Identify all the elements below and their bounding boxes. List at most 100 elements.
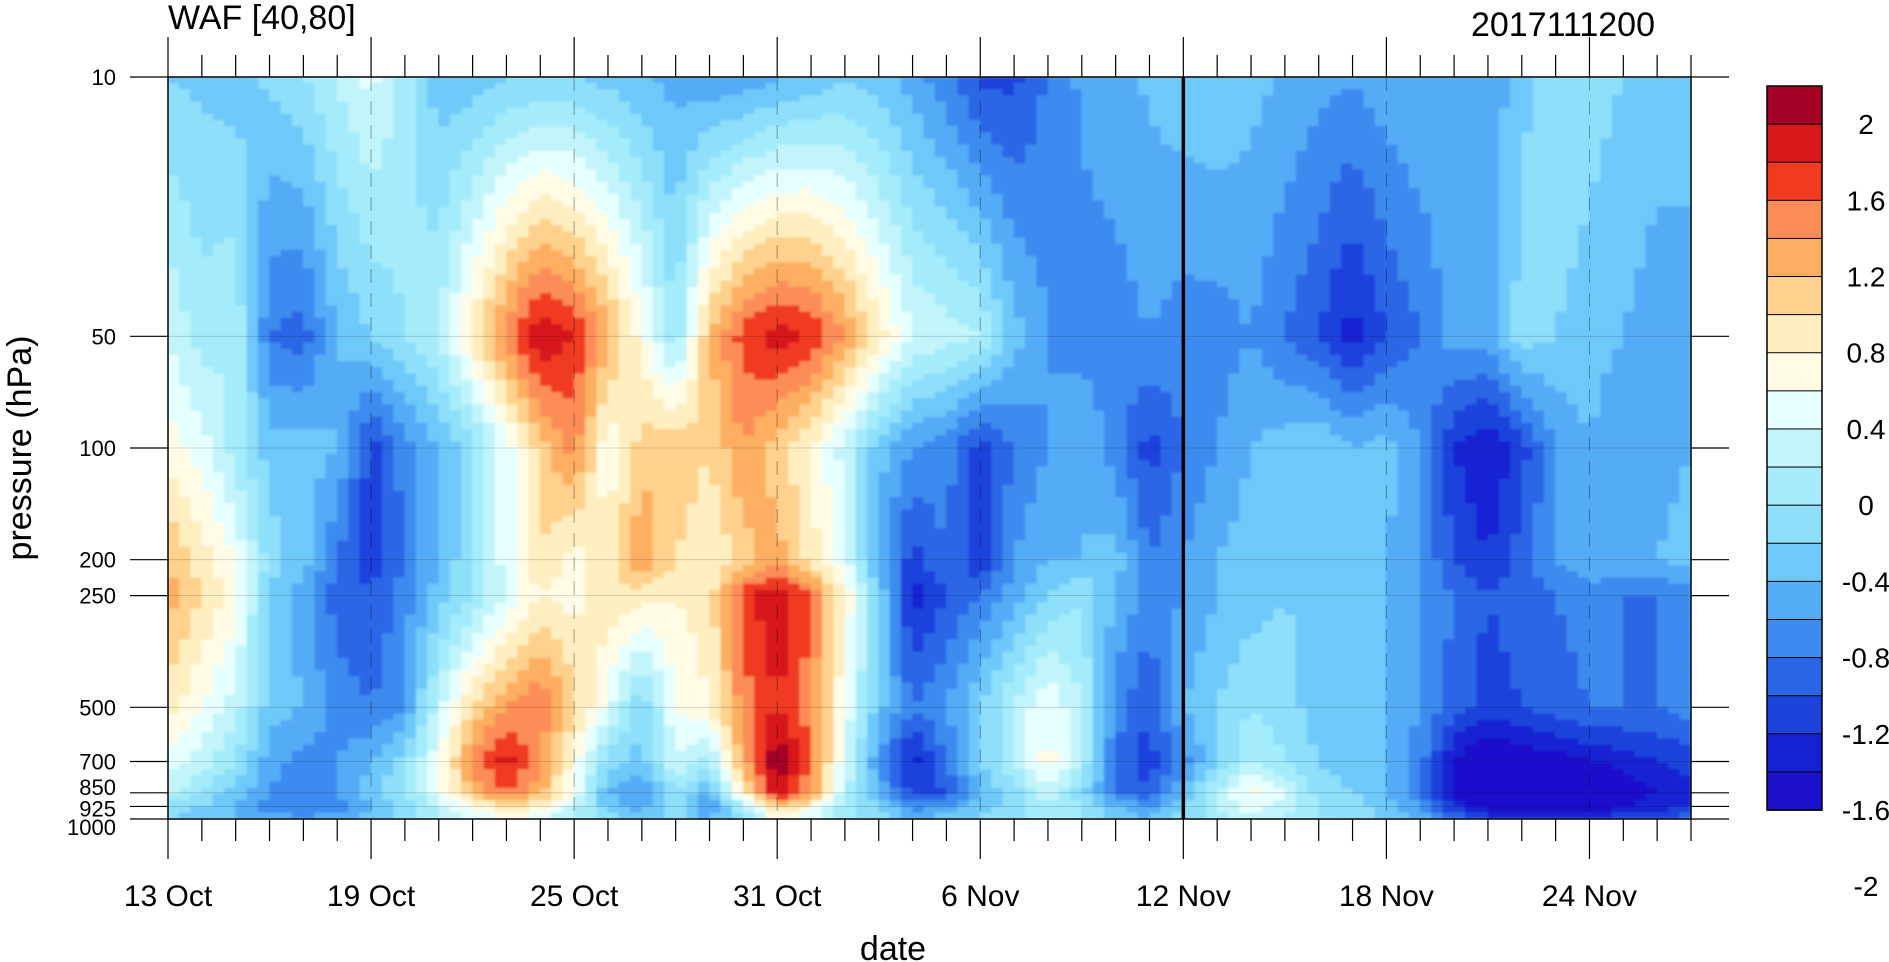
heatmap-cell — [799, 243, 812, 251]
heatmap-cell — [855, 89, 868, 96]
heatmap-cell — [1171, 126, 1184, 133]
heatmap-cell — [833, 274, 846, 282]
heatmap-cell — [1295, 138, 1308, 146]
heatmap-cell — [178, 225, 191, 232]
heatmap-cell — [280, 113, 293, 121]
heatmap-cell — [664, 212, 676, 220]
heatmap-cell — [1679, 82, 1691, 90]
heatmap-cell — [1318, 101, 1331, 109]
heatmap-cell — [483, 181, 496, 189]
heatmap-cell — [1273, 132, 1286, 140]
heatmap-cell — [1329, 169, 1342, 177]
heatmap-cell — [1577, 256, 1590, 263]
heatmap-cell — [506, 206, 519, 214]
heatmap-cell — [1115, 181, 1128, 189]
heatmap-cell — [1611, 225, 1624, 232]
heatmap-cell — [573, 262, 586, 269]
heatmap-cell — [776, 101, 789, 109]
heatmap-cell — [517, 286, 530, 294]
heatmap-cell — [1058, 82, 1071, 90]
heatmap-cell — [506, 181, 519, 189]
heatmap-cell — [720, 188, 733, 195]
heatmap-cell — [1250, 150, 1263, 158]
heatmap-cell — [709, 206, 722, 214]
heatmap-cell — [517, 231, 530, 239]
heatmap-cell — [235, 138, 248, 146]
heatmap-cell — [686, 113, 699, 121]
heatmap-cell — [1228, 150, 1241, 158]
heatmap-cell — [1092, 286, 1105, 294]
heatmap-cell — [1386, 249, 1398, 257]
heatmap-cell — [1521, 188, 1534, 195]
heatmap-cell — [1589, 249, 1602, 257]
heatmap-cell — [1397, 138, 1410, 146]
heatmap-cell — [246, 206, 259, 214]
heatmap-cell — [1408, 144, 1421, 152]
heatmap-cell — [1386, 231, 1398, 239]
heatmap-cell — [303, 218, 315, 226]
heatmap-cell — [618, 181, 631, 189]
heatmap-cell — [551, 132, 564, 140]
heatmap-cell — [720, 194, 733, 201]
heatmap-cell — [393, 188, 406, 195]
heatmap-cell — [630, 218, 643, 226]
heatmap-cell — [314, 163, 327, 171]
heatmap-cell — [269, 181, 282, 189]
heatmap-cell — [201, 101, 214, 109]
heatmap-cell — [1566, 132, 1579, 140]
heatmap-cell — [528, 268, 541, 276]
heatmap-cell — [1408, 293, 1421, 300]
heatmap-cell — [1634, 138, 1647, 146]
heatmap-cell — [1318, 218, 1331, 226]
heatmap-cell — [472, 181, 485, 189]
heatmap-cell — [1408, 169, 1421, 177]
heatmap-cell — [1408, 77, 1421, 84]
heatmap-cell — [472, 138, 485, 146]
heatmap-cell — [844, 82, 857, 90]
heatmap-cell — [968, 77, 981, 84]
heatmap-cell — [404, 280, 417, 288]
heatmap-cell — [923, 268, 936, 276]
heatmap-cell — [257, 126, 270, 133]
heatmap-cell — [844, 132, 857, 140]
heatmap-cell — [472, 144, 485, 152]
heatmap-cell — [968, 206, 981, 214]
heatmap-cell — [1408, 200, 1421, 208]
heatmap-cell — [224, 256, 236, 263]
heatmap-cell — [449, 293, 462, 300]
heatmap-cell — [517, 138, 530, 146]
heatmap-cell — [1081, 188, 1094, 195]
heatmap-cell — [607, 280, 620, 288]
heatmap-cell — [1352, 132, 1365, 140]
heatmap-cell — [585, 89, 597, 96]
heatmap-cell — [168, 299, 180, 307]
heatmap-cell — [630, 293, 643, 300]
heatmap-cell — [257, 82, 270, 90]
heatmap-cell — [1386, 95, 1398, 103]
heatmap-cell — [1589, 181, 1602, 189]
heatmap-cell — [224, 144, 236, 152]
heatmap-cell — [1126, 280, 1139, 288]
heatmap-cell — [889, 77, 902, 84]
heatmap-cell — [1577, 175, 1590, 183]
heatmap-cell — [382, 286, 394, 294]
heatmap-cell — [1374, 200, 1387, 208]
heatmap-cell — [1498, 77, 1511, 84]
heatmap-cell — [1126, 231, 1139, 239]
heatmap-cell — [1273, 119, 1286, 127]
heatmap-cell — [573, 212, 586, 220]
heatmap-cell — [1216, 286, 1229, 294]
heatmap-cell — [1013, 249, 1026, 257]
heatmap-cell — [303, 77, 315, 84]
heatmap-cell — [912, 77, 925, 84]
heatmap-cell — [246, 243, 259, 251]
heatmap-cell — [224, 231, 236, 239]
heatmap-cell — [1036, 150, 1049, 158]
heatmap-cell — [1183, 293, 1195, 300]
heatmap-cell — [946, 95, 958, 103]
heatmap-cell — [1002, 249, 1015, 257]
heatmap-cell — [235, 280, 248, 288]
heatmap-cell — [618, 101, 631, 109]
heatmap-cell — [799, 181, 812, 189]
heatmap-cell — [1668, 200, 1681, 208]
